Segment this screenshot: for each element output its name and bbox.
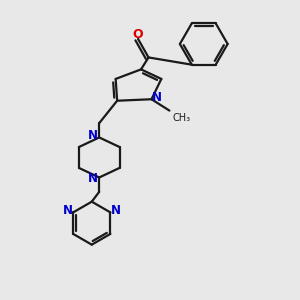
Text: N: N bbox=[63, 204, 73, 218]
Text: N: N bbox=[152, 91, 162, 104]
Text: N: N bbox=[111, 204, 121, 218]
Text: N: N bbox=[88, 172, 98, 185]
Text: N: N bbox=[88, 130, 98, 142]
Text: CH₃: CH₃ bbox=[172, 113, 190, 123]
Text: O: O bbox=[133, 28, 143, 41]
